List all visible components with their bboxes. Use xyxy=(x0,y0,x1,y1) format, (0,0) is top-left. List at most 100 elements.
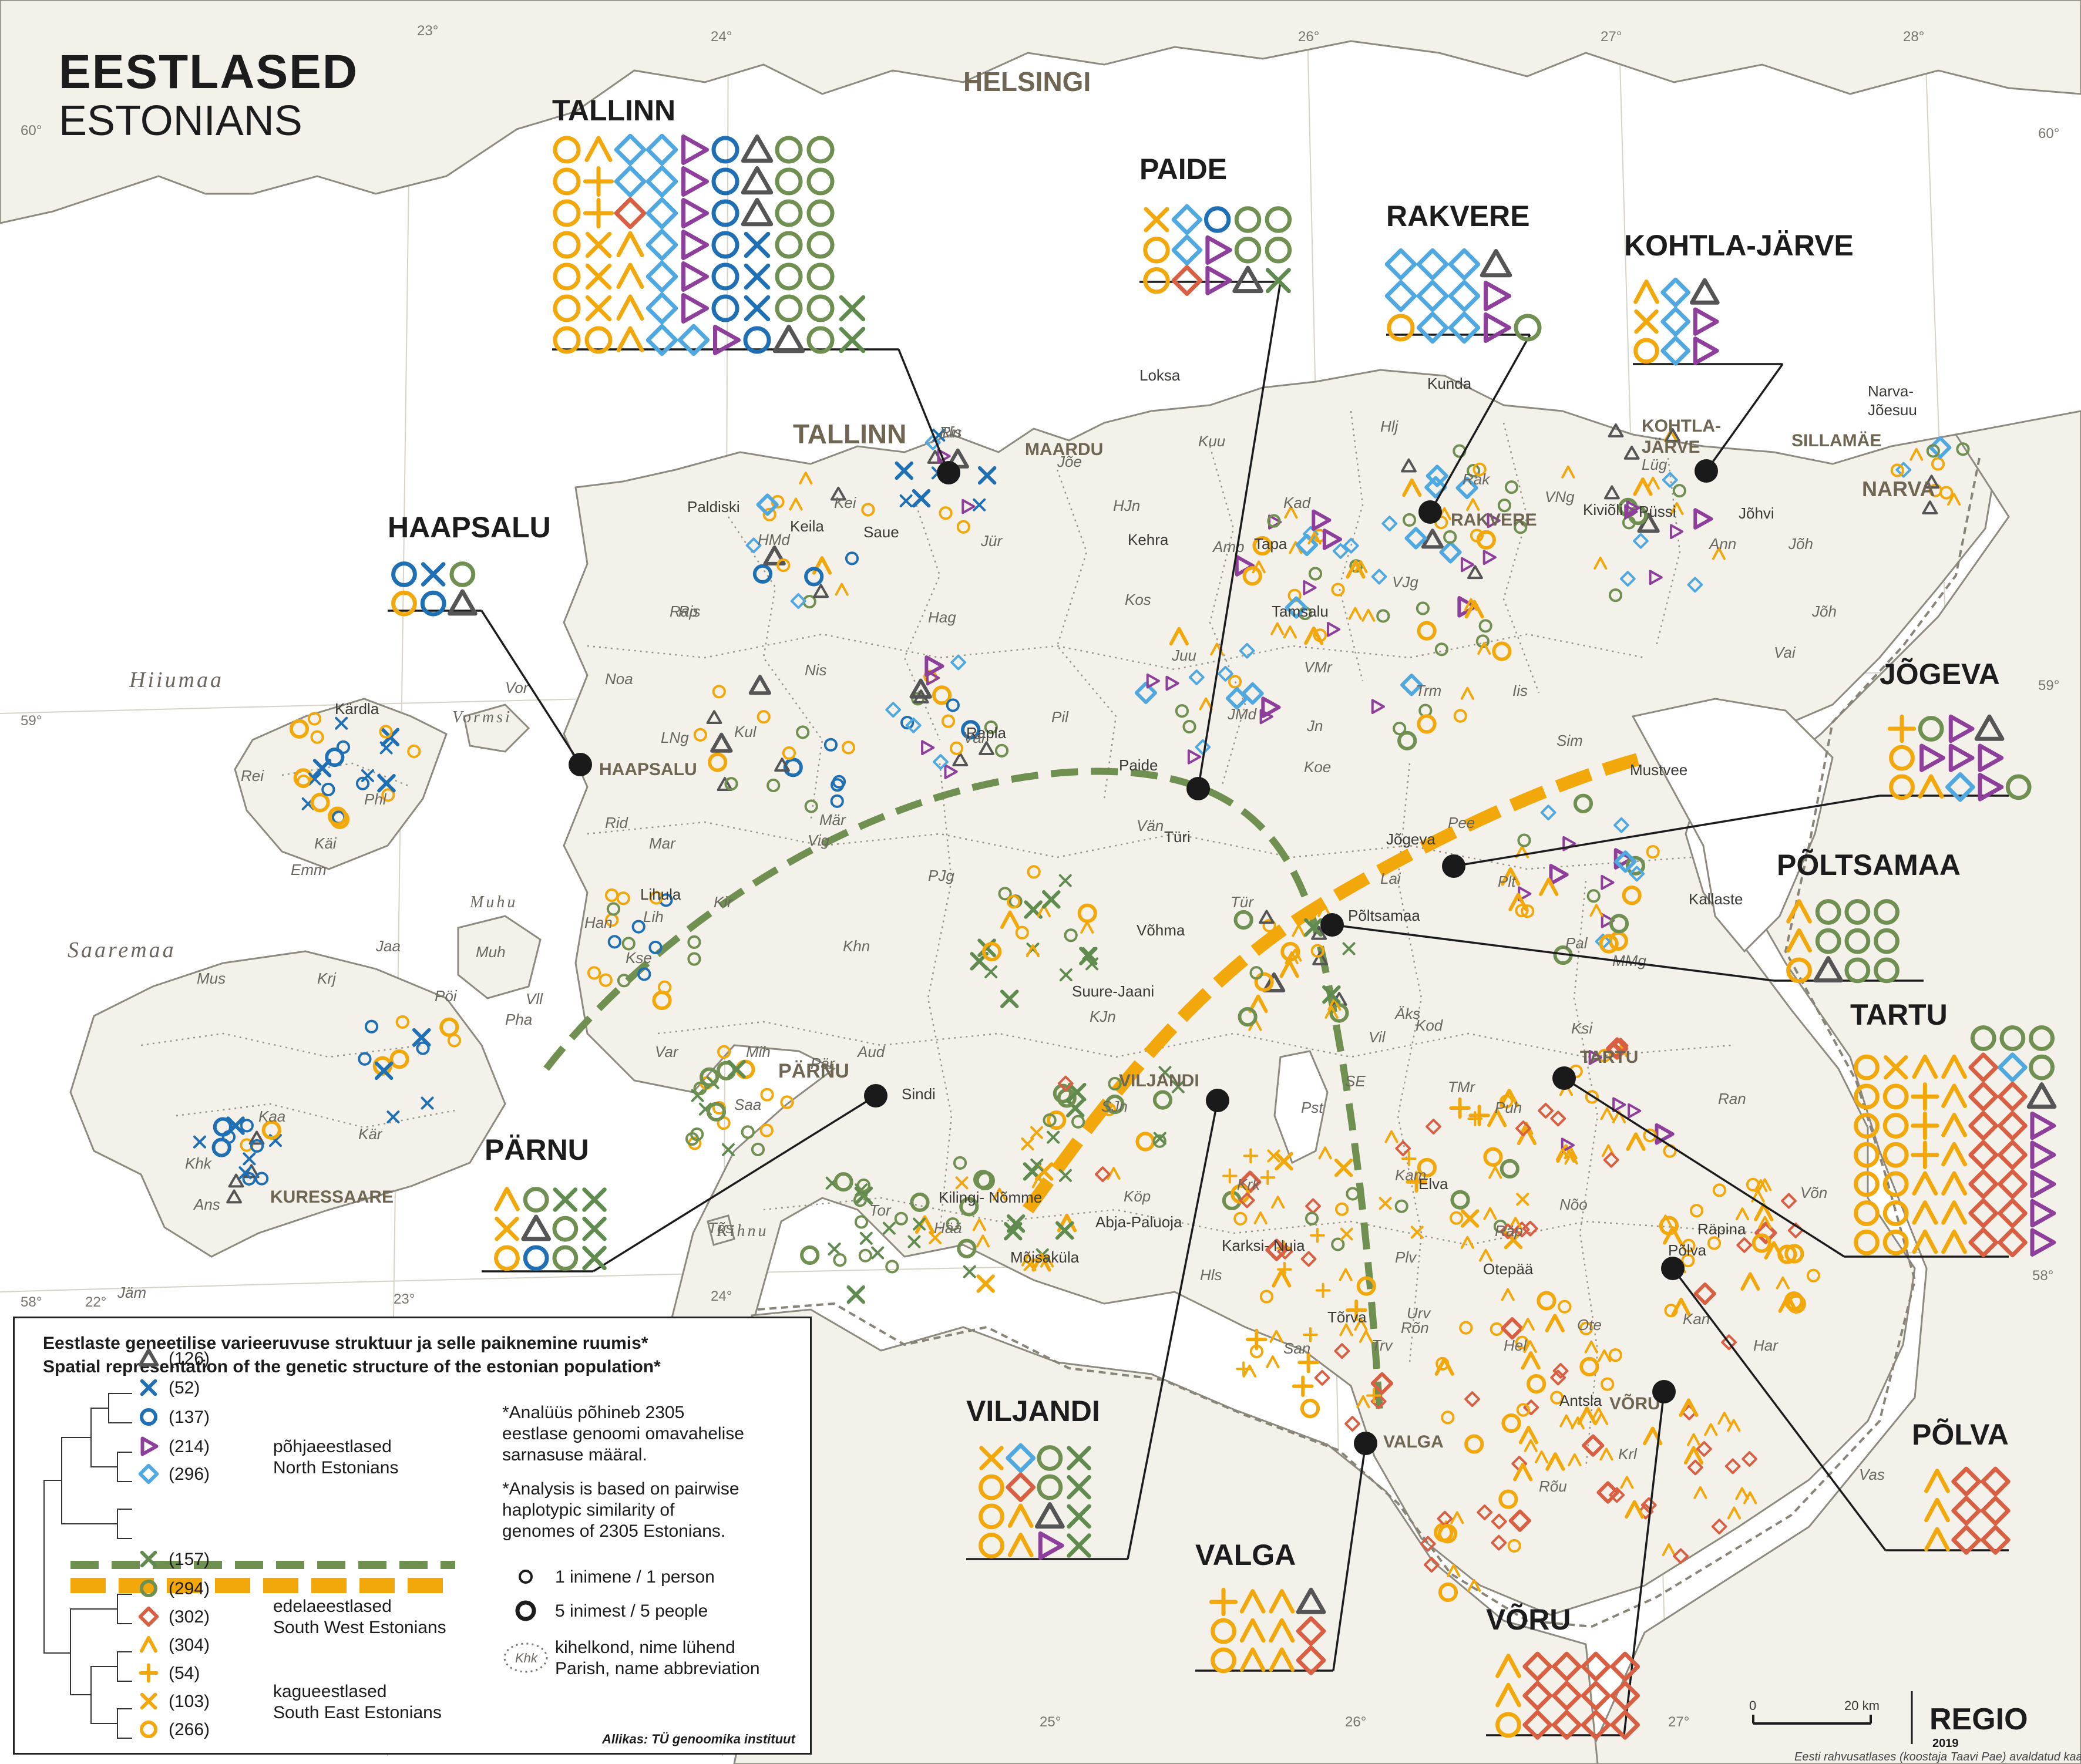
city-anchor-dot xyxy=(1442,854,1465,878)
label-parnu: PÄRNU xyxy=(778,1060,849,1082)
symbol-circle-green-icon xyxy=(617,974,631,988)
symbol-diamond-red-icon xyxy=(1981,1496,2011,1526)
symbol-circle-green-icon xyxy=(910,1192,930,1213)
legend-group-southeast-et: kagueestlased xyxy=(273,1682,386,1701)
symbol-circle-green-icon xyxy=(856,1178,871,1193)
symbol-diamond-red-icon xyxy=(1370,1372,1394,1395)
label-parish: Ksi xyxy=(1571,1019,1593,1037)
symbol-diamond-red-icon xyxy=(138,1606,159,1627)
symbol-triangle-purple-icon xyxy=(1693,336,1719,365)
symbol-circle-green-icon xyxy=(1970,1025,1996,1051)
label-town: Kallaste xyxy=(1689,890,1743,908)
symbol-chevron-orange-icon xyxy=(1941,1229,1967,1254)
symbol-triangle-purple-icon xyxy=(1303,580,1317,595)
city-box-paide: PAIDE xyxy=(1139,153,1292,800)
label-voru: VÕRU xyxy=(1609,1393,1660,1413)
symbol-chevron-orange-icon xyxy=(1941,1200,1967,1225)
symbol-chevron-orange-icon xyxy=(140,1636,157,1653)
symbol-circle-orange-icon xyxy=(1262,918,1276,933)
label-parish: Lih xyxy=(643,908,664,925)
symbol-diamond-red-icon xyxy=(1277,1243,1293,1260)
symbol-plus-orange-icon xyxy=(1911,1140,1939,1169)
symbol-chevron-orange-icon xyxy=(1683,1446,1704,1465)
label-parish: Emm xyxy=(291,861,327,878)
symbol-chevron-orange-icon xyxy=(1521,1351,1541,1370)
symbol-chevron-orange-icon xyxy=(1450,1511,1464,1524)
symbol-chevron-orange-icon xyxy=(1584,1340,1598,1354)
symbol-circle-green-icon xyxy=(806,199,835,227)
symbol-chevron-orange-icon xyxy=(1354,1318,1368,1331)
symbol-diamond-lightblue-icon xyxy=(1171,234,1203,266)
label-town: Türi xyxy=(1164,828,1191,846)
symbol-circle-orange-icon xyxy=(759,1123,774,1137)
symbol-cross-green-icon xyxy=(721,1143,735,1156)
symbol-chevron-orange-icon xyxy=(1464,600,1484,619)
latvia-south xyxy=(733,1308,1599,1764)
symbol-circle-green-icon xyxy=(1844,957,1871,984)
symbol-triangle-gray-icon xyxy=(448,589,478,616)
symbol-circle-green-icon xyxy=(1394,1199,1408,1213)
city-anchor-dot xyxy=(1320,913,1344,937)
symbol-cross-green-icon xyxy=(828,1243,841,1256)
label-island: Kihnu xyxy=(716,1222,768,1240)
symbol-cross-blue-icon xyxy=(744,263,771,290)
symbol-chevron-orange-icon xyxy=(1348,607,1362,620)
symbol-cross-green-icon xyxy=(582,1187,607,1212)
symbol-circle-green-icon xyxy=(1249,966,1263,980)
symbol-circle-green-icon xyxy=(1956,442,1970,456)
label-parish: Räp xyxy=(1495,1222,1523,1240)
symbol-triangle-purple-icon xyxy=(1978,743,2004,772)
symbol-circle-orange-icon xyxy=(1356,1276,1376,1296)
symbol-diamond-lightblue-icon xyxy=(1998,1052,2028,1083)
symbol-circle-orange-icon xyxy=(389,1049,409,1069)
symbol-chevron-orange-icon xyxy=(1947,493,1961,506)
city-box-põlva: PÕLVA xyxy=(1661,1257,2011,1555)
symbol-cross-green-icon xyxy=(963,1265,976,1278)
symbol-triangle-gray-icon xyxy=(1480,249,1512,278)
symbol-circle-blue-icon xyxy=(325,747,345,767)
symbol-diamond-lightblue-icon xyxy=(1687,577,1703,593)
symbol-triangle-gray-icon xyxy=(2026,1082,2057,1109)
saaremaa-island xyxy=(69,950,506,1258)
symbol-circle-green-icon xyxy=(1305,1211,1319,1226)
symbol-circle-green-icon xyxy=(800,1245,820,1265)
symbol-chevron-orange-icon xyxy=(1521,1318,1535,1331)
symbol-diamond-red-icon xyxy=(1998,1110,2028,1141)
symbol-circle-green-icon xyxy=(1182,719,1196,734)
symbol-circle-green-icon xyxy=(1267,514,1281,528)
symbol-triangle-gray-icon xyxy=(1312,951,1328,965)
label-parish: Hag xyxy=(928,608,956,626)
symbol-circle-blue-icon xyxy=(711,231,739,259)
symbol-circle-orange-icon xyxy=(1882,1142,1909,1168)
label-coord-lon-7: 23° xyxy=(394,1291,415,1307)
symbol-plus-orange-icon xyxy=(1292,1375,1314,1397)
symbol-circle-green-icon xyxy=(1478,619,1492,633)
symbol-triangle-gray-icon xyxy=(763,545,786,565)
label-parish: Pil xyxy=(1051,708,1069,726)
symbol-circle-blue-icon xyxy=(416,1041,430,1055)
symbol-diamond-lightblue-icon xyxy=(1285,596,1308,619)
symbol-circle-orange-icon xyxy=(941,714,956,728)
symbol-circle-orange-icon xyxy=(1501,1413,1521,1433)
symbol-circle-green-icon xyxy=(140,1580,157,1597)
finland-coast xyxy=(0,0,2081,224)
symbol-circle-green-icon xyxy=(693,1081,707,1096)
symbol-cross-green-icon xyxy=(553,1187,578,1212)
symbol-cross-orange-icon xyxy=(1340,1227,1353,1241)
symbol-chevron-orange-icon xyxy=(1252,560,1266,574)
label-sillamae: SILLAMÄE xyxy=(1791,431,1881,450)
symbol-plus-orange-icon xyxy=(1887,714,1917,743)
symbol-chevron-orange-icon xyxy=(1786,928,1812,953)
symbol-diamond-red-icon xyxy=(1582,1434,1605,1457)
symbol-plus-orange-icon xyxy=(1209,1587,1238,1617)
leader-line xyxy=(1332,924,1774,982)
symbol-diamond-lightblue-icon xyxy=(745,537,762,554)
city-box-title: KOHTLA-JÄRVE xyxy=(1624,229,1854,262)
label-coord-lat-3: 59° xyxy=(21,713,42,729)
label-parish: Lüg xyxy=(1642,456,1668,473)
symbol-chevron-orange-icon xyxy=(1284,506,1298,519)
legend-group-north-en: North Estonians xyxy=(273,1458,398,1477)
symbol-circle-blue-icon xyxy=(355,776,370,790)
label-haapsalu: HAAPSALU xyxy=(599,760,697,779)
label-town: Kehra xyxy=(1128,531,1169,548)
